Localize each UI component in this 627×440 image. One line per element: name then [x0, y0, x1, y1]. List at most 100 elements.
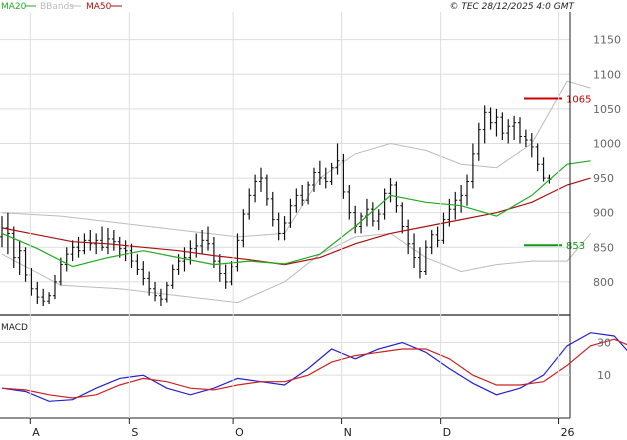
price-y-tick: 1150 [593, 34, 621, 47]
ohlc-bar [270, 191, 275, 227]
ohlc-bar [494, 108, 499, 137]
ohlc-bar [347, 184, 352, 220]
ohlc-bar [259, 167, 264, 192]
ohlc-bar [23, 247, 28, 282]
price-y-tick: 850 [593, 241, 614, 254]
ohlc-bar [406, 219, 411, 255]
ohlc-bar [52, 274, 57, 300]
ohlc-bar [459, 184, 464, 213]
price-y-tick: 1000 [593, 137, 621, 150]
ohlc-bar [105, 227, 110, 255]
ohlc-bar [223, 264, 228, 289]
ohlc-bar [253, 174, 258, 203]
ohlc-bar [329, 162, 334, 185]
x-tick-label: 26 [561, 426, 575, 439]
ohlc-bar [217, 254, 222, 282]
ohlc-bar [500, 112, 505, 141]
ma20-line [1, 160, 591, 268]
legend-ma20: MA20 [1, 2, 27, 12]
ohlc-bar [335, 143, 340, 175]
macd-signal-line [1, 338, 627, 399]
ohlc-bar [211, 236, 216, 269]
ohlc-bar [247, 188, 252, 220]
ohlc-bar [58, 257, 63, 286]
bollinger-bands [1, 80, 591, 304]
ohlc-bar [64, 247, 69, 272]
macd-line [1, 332, 627, 402]
bbands-upper-line [1, 80, 591, 238]
ohlc-bar [423, 240, 428, 275]
ohlc-bar [453, 191, 458, 220]
ohlc-bar [35, 281, 40, 305]
ohlc-bars [0, 105, 552, 307]
ohlc-bar [206, 226, 211, 251]
ohlc-bar [518, 117, 523, 144]
price-y-tick: 1050 [593, 103, 621, 116]
ohlc-bar [194, 233, 199, 258]
ohlc-bar [100, 226, 105, 251]
ohlc-bar [94, 233, 99, 255]
x-tick-label: A [32, 426, 40, 439]
ohlc-bar [276, 212, 281, 241]
ohlc-bar [164, 281, 169, 303]
ohlc-bar [465, 174, 470, 206]
ohlc-bar [541, 157, 546, 182]
ohlc-bar [353, 205, 358, 234]
ohlc-bar [417, 247, 422, 279]
x-axis: A S O N D 26 [29, 12, 575, 439]
ohlc-bar [435, 226, 440, 248]
ohlc-bar [370, 202, 375, 227]
ohlc-bar [47, 292, 52, 305]
ohlc-bar [523, 129, 528, 147]
ohlc-bar [388, 178, 393, 203]
ohlc-bar [88, 229, 93, 251]
ohlc-bar [147, 271, 152, 296]
price-y-tick: 800 [593, 276, 614, 289]
price-panel: 1065 853 800 850 900 950 1000 1050 1100 1150 [0, 34, 621, 307]
x-tick-label: D [443, 426, 451, 439]
ohlc-bar [294, 188, 299, 213]
level-markers: 1065 853 [524, 94, 591, 252]
ohlc-bar [158, 288, 163, 307]
legend-bbands: BBands [40, 2, 74, 12]
ohlc-bar [359, 212, 364, 234]
ohlc-bar [535, 143, 540, 172]
ohlc-bar [429, 229, 434, 255]
macd-lines [1, 332, 627, 402]
ohlc-bar [141, 261, 146, 286]
ohlc-bar [482, 105, 487, 144]
bbands-lower-line [1, 232, 591, 304]
copyright-text: © TEC 28/12/2025 4:0 GMT [449, 2, 575, 12]
x-tick-label: S [131, 426, 138, 439]
macd-y-tick: 30 [597, 337, 611, 350]
x-tick-label: N [344, 426, 352, 439]
ohlc-bar [529, 133, 534, 158]
ohlc-bar [412, 233, 417, 269]
ohlc-bar [470, 143, 475, 189]
legend-ma50: MA50 [86, 2, 112, 12]
ohlc-bar [76, 236, 81, 258]
ohlc-bar [376, 209, 381, 230]
ohlc-bar [306, 181, 311, 205]
ohlc-bar [200, 229, 205, 255]
ohlc-bar [5, 212, 10, 255]
ohlc-bar [82, 233, 87, 255]
ohlc-bar [111, 229, 116, 251]
ohlc-bar [70, 240, 75, 262]
price-y-tick: 950 [593, 172, 614, 185]
ohlc-bar [17, 240, 22, 275]
ohlc-bar [123, 240, 128, 262]
price-y-tick: 1100 [593, 68, 621, 81]
ohlc-bar [476, 122, 481, 161]
ohlc-bar [11, 226, 16, 269]
ohlc-bar [488, 107, 493, 130]
x-tick-label: O [235, 426, 244, 439]
ohlc-bar [317, 160, 322, 185]
ohlc-bar [506, 119, 511, 144]
macd-panel: 10 30 [0, 332, 627, 402]
ohlc-bar [41, 288, 46, 307]
ohlc-bar [400, 202, 405, 234]
ohlc-bar [311, 167, 316, 192]
